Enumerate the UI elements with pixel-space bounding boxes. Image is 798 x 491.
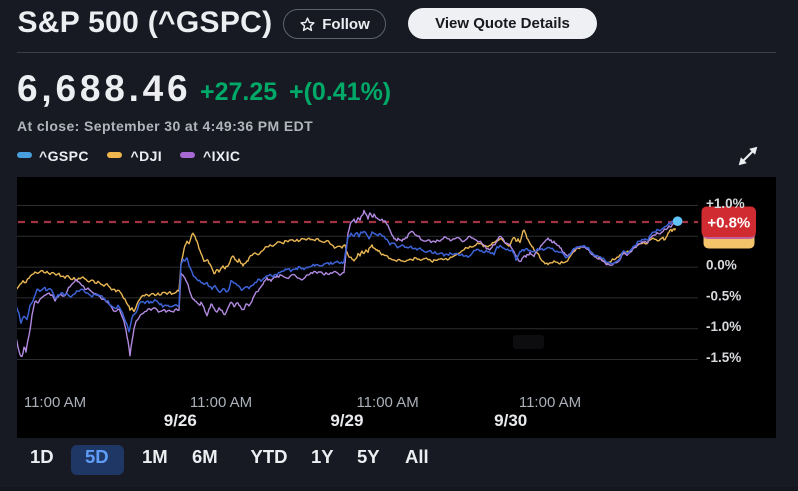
svg-text:0.0%: 0.0% [706,258,737,273]
svg-text:-1.5%: -1.5% [706,350,741,365]
svg-text:9/29: 9/29 [330,411,363,430]
svg-text:9/26: 9/26 [164,411,197,430]
svg-text:11:00 AM: 11:00 AM [190,394,252,411]
svg-text:-0.5%: -0.5% [706,288,741,303]
svg-text:+0.8%: +0.8% [707,214,750,231]
svg-text:-1.0%: -1.0% [706,319,741,334]
svg-text:11:00 AM: 11:00 AM [519,394,581,411]
svg-text:11:00 AM: 11:00 AM [356,394,418,411]
svg-text:+1.0%: +1.0% [706,196,745,211]
svg-text:9/30: 9/30 [494,411,527,430]
svg-text:11:00 AM: 11:00 AM [24,394,86,411]
